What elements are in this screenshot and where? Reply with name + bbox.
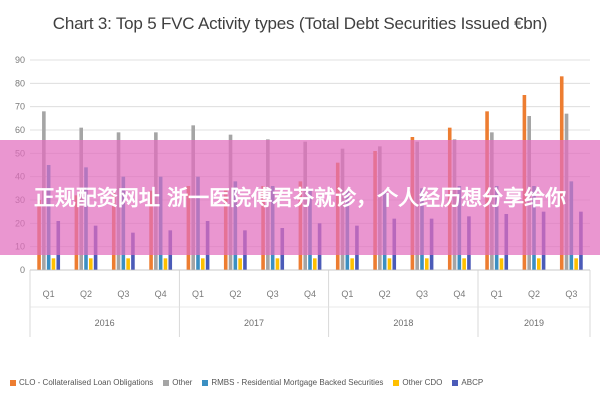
x-tick-label: Q3 <box>416 289 428 299</box>
x-tick-label: Q1 <box>43 289 55 299</box>
x-tick-label: Q1 <box>341 289 353 299</box>
bar <box>313 258 317 270</box>
x-tick-label: Q2 <box>229 289 241 299</box>
x-tick-label: Q2 <box>80 289 92 299</box>
bar <box>89 258 93 270</box>
chart-title: Chart 3: Top 5 FVC Activity types (Total… <box>52 14 548 33</box>
bar <box>275 258 280 270</box>
bar <box>537 258 541 270</box>
bar <box>574 258 578 270</box>
year-label: 2016 <box>95 318 115 328</box>
year-label: 2019 <box>524 318 544 328</box>
legend-label: Other <box>172 378 193 387</box>
bar <box>126 258 130 270</box>
legend-item: ABCP <box>452 378 483 387</box>
legend-item: Other CDO <box>393 378 442 387</box>
legend-item: RMBS - Residential Mortgage Backed Secur… <box>202 378 383 387</box>
x-tick-label: Q1 <box>192 289 204 299</box>
y-tick-label: 90 <box>15 55 25 65</box>
bar <box>499 258 504 270</box>
x-tick-label: Q1 <box>491 289 503 299</box>
legend-label: Other CDO <box>402 378 443 387</box>
bar <box>238 258 242 270</box>
y-tick-label: 70 <box>15 102 25 112</box>
overlay-banner: 正规配资网址 浙一医院傅君芬就诊，个人经历想分享给你 <box>0 140 600 255</box>
x-tick-label: Q2 <box>528 289 540 299</box>
x-tick-label: Q4 <box>453 289 465 299</box>
bar <box>387 258 392 270</box>
bar <box>462 258 466 270</box>
legend-swatch <box>10 379 16 386</box>
legend-item: CLO - Collateralised Loan Obligations <box>10 378 153 387</box>
bar <box>163 258 168 270</box>
legend-swatch <box>393 379 400 386</box>
legend-swatch <box>452 379 459 386</box>
year-label: 2018 <box>393 318 413 328</box>
x-tick-label: Q3 <box>117 289 129 299</box>
bar <box>425 258 429 270</box>
x-tick-label: Q3 <box>565 289 577 299</box>
legend-label: CLO - Collateralised Loan Obligations <box>19 378 154 387</box>
overlay-text: 正规配资网址 浙一医院傅君芬就诊，个人经历想分享给你 <box>33 185 567 210</box>
legend: CLO - Collateralised Loan Obligations Oth… <box>10 378 600 387</box>
y-tick-label: 60 <box>15 125 25 135</box>
x-tick-label: Q2 <box>379 289 391 299</box>
year-label: 2017 <box>244 318 264 328</box>
legend-label: RMBS - Residential Mortgage Backed Secur… <box>211 378 384 387</box>
bar <box>201 258 205 270</box>
y-tick-label: 80 <box>15 78 25 88</box>
legend-item: Other <box>163 378 192 387</box>
y-tick-label: 0 <box>20 265 25 275</box>
x-tick-label: Q4 <box>304 289 316 299</box>
legend-swatch <box>202 379 209 386</box>
bar <box>350 258 354 270</box>
x-tick-label: Q3 <box>267 289 279 299</box>
x-tick-label: Q4 <box>155 289 167 299</box>
legend-swatch <box>163 379 170 386</box>
bar <box>51 258 56 270</box>
legend-label: ABCP <box>461 378 484 387</box>
